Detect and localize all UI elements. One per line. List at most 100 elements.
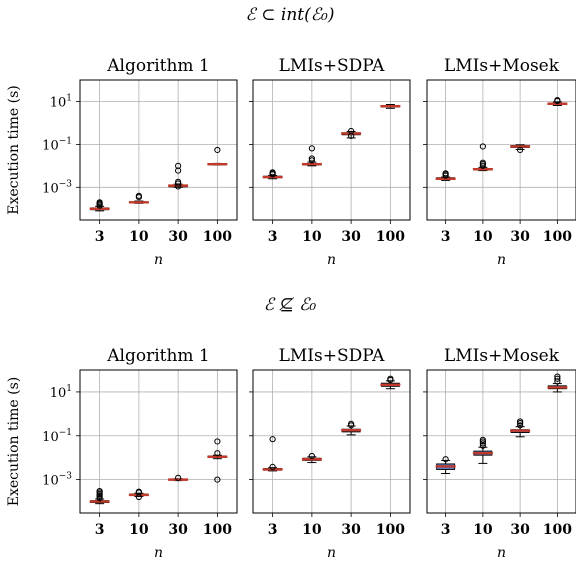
x-axis-label: n — [327, 252, 336, 268]
outlier-point — [96, 487, 103, 495]
box-10 — [128, 488, 149, 501]
outlier-point — [348, 420, 355, 427]
box-3 — [89, 487, 110, 505]
box-10 — [301, 452, 322, 464]
outlier-point — [554, 97, 561, 104]
box-100 — [207, 146, 228, 166]
box-3 — [435, 170, 456, 181]
outlier-point — [269, 169, 276, 176]
box-30 — [168, 474, 189, 482]
section-title-1: ℰ ⊂ int(ℰ₀) — [246, 5, 335, 25]
outlier-point — [269, 436, 276, 443]
x-tick-label: 3 — [95, 522, 105, 538]
y-tick-label: 10−1 — [42, 136, 72, 153]
x-tick-label: 10 — [129, 229, 149, 245]
y-tick-label: 101 — [50, 384, 72, 401]
x-tick-label: 10 — [473, 522, 493, 538]
box-30 — [341, 127, 362, 139]
x-tick-label: 10 — [129, 522, 149, 538]
outlier-point — [554, 373, 561, 380]
outlier-point — [479, 143, 486, 150]
x-tick-label: 100 — [203, 229, 232, 245]
subplot-5: LMIs+SDPA 3 10 30 100 n — [249, 346, 411, 561]
subplot-title: LMIs+Mosek — [444, 346, 560, 366]
box-3 — [435, 456, 456, 475]
subplot-3: LMIs+Mosek 3 10 30 100 n — [423, 56, 576, 268]
outlier-point — [442, 456, 449, 463]
section-title-2: ℰ ⊈ ℰ₀ — [264, 295, 317, 315]
outlier-point — [442, 170, 449, 177]
outlier-point — [175, 474, 182, 481]
x-tick-label: 30 — [341, 522, 361, 538]
outlier-point — [479, 159, 486, 166]
x-tick-label: 100 — [203, 522, 232, 538]
box-3 — [262, 436, 283, 472]
box-30 — [341, 420, 362, 436]
x-axis-label: n — [497, 545, 506, 561]
axes-frame — [252, 369, 411, 514]
outlier-point — [479, 436, 486, 443]
subplot-title: Algorithm 1 — [106, 56, 210, 76]
outlier-point — [135, 488, 142, 495]
axes-frame — [79, 79, 238, 221]
subplot-2: LMIs+SDPA 3 10 30 100 n — [249, 56, 411, 268]
box-30 — [510, 418, 531, 438]
subplot-title: LMIs+SDPA — [279, 346, 386, 366]
y-tick-label: 101 — [50, 93, 72, 110]
outlier-point — [175, 162, 182, 169]
outlier-point — [517, 146, 524, 154]
y-tick-label: 10−1 — [42, 428, 72, 445]
outlier-point — [96, 199, 103, 206]
outlier-point — [269, 463, 276, 471]
subplots: Algorithm 1 101 10−1 10−3 3 10 30 100 n Execution… — [6, 56, 576, 561]
axes-frame — [426, 79, 576, 221]
outlier-point — [348, 127, 355, 135]
box-100 — [380, 375, 401, 390]
box-10 — [472, 436, 493, 464]
x-tick-label: 10 — [473, 229, 493, 245]
outlier-point — [214, 450, 221, 457]
subplot-1: Algorithm 1 101 10−1 10−3 3 10 30 100 n Execution… — [6, 56, 238, 268]
box-100 — [547, 373, 568, 393]
box-10 — [128, 192, 149, 204]
outlier-point — [175, 183, 182, 190]
outlier-point — [517, 418, 524, 425]
x-tick-label: 3 — [268, 522, 278, 538]
box-100 — [547, 97, 568, 106]
x-tick-label: 30 — [510, 522, 530, 538]
x-tick-label: 30 — [510, 229, 530, 245]
axes-frame — [252, 79, 411, 221]
subplot-6: LMIs+Mosek 3 10 30 100 n — [423, 346, 576, 561]
box-100 — [380, 104, 401, 109]
x-tick-label: 3 — [441, 229, 451, 245]
x-tick-label: 100 — [543, 229, 572, 245]
x-tick-label: 100 — [376, 522, 405, 538]
x-axis-label: n — [154, 545, 163, 561]
outlier-point — [479, 442, 486, 449]
box-10 — [472, 143, 493, 172]
outlier-point — [308, 157, 315, 164]
y-axis-label: Execution time (s) — [6, 85, 22, 214]
subplot-title: LMIs+SDPA — [279, 56, 386, 76]
outlier-point — [175, 180, 182, 187]
outlier-point — [175, 178, 182, 185]
axes-frame — [426, 369, 576, 514]
outlier-point — [214, 438, 221, 445]
x-tick-label: 100 — [376, 229, 405, 245]
x-tick-label: 10 — [302, 229, 322, 245]
axes-frame — [79, 369, 238, 514]
x-tick-label: 30 — [168, 522, 188, 538]
x-tick-label: 3 — [268, 229, 278, 245]
outlier-point — [479, 440, 486, 447]
box-3 — [89, 199, 110, 212]
subplot-4: Algorithm 1 101 10−1 10−3 3 10 30 100 n Execution… — [6, 346, 238, 561]
x-tick-label: 3 — [441, 522, 451, 538]
y-axis-label: Execution time (s) — [6, 377, 22, 506]
outlier-point — [308, 155, 315, 162]
x-axis-label: n — [497, 252, 506, 268]
outlier-point — [308, 452, 315, 460]
x-tick-label: 10 — [302, 522, 322, 538]
outlier-point — [554, 375, 561, 382]
outlier-point — [214, 476, 221, 483]
box-100 — [207, 438, 228, 483]
